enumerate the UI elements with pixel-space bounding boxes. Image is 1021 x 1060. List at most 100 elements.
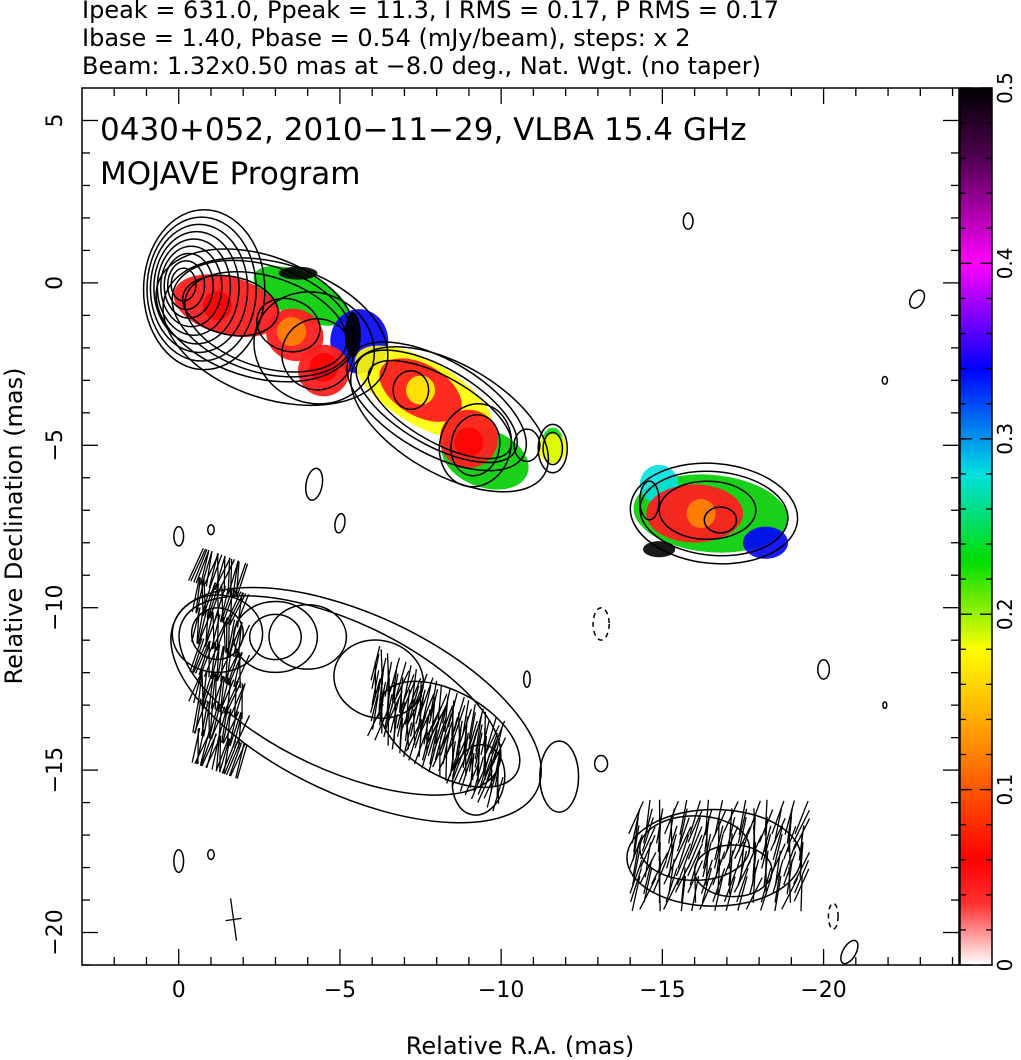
evpa-tick	[212, 613, 215, 649]
evpa-tick	[484, 732, 499, 767]
evpa-tick	[191, 577, 201, 613]
evpa-tick	[229, 593, 247, 626]
evpa-tick	[704, 799, 710, 836]
i-contour	[817, 658, 831, 680]
i-contour	[367, 359, 513, 460]
evpa-tick	[640, 834, 656, 868]
evpa-tick	[413, 730, 428, 765]
evpa-tick	[191, 638, 205, 673]
evpa-tick	[722, 801, 739, 834]
evpa-tick	[380, 649, 384, 685]
i-contour	[392, 369, 430, 411]
i-contour	[537, 423, 569, 474]
i-contour	[840, 939, 859, 965]
evpa-tick	[631, 876, 641, 911]
i-contour	[346, 341, 528, 472]
evpa-tick	[432, 734, 448, 768]
evpa-tick	[459, 708, 472, 743]
evpa-tick	[229, 559, 233, 595]
fractional-pol-region	[277, 317, 307, 347]
colorbar-tick-label: 0.3	[993, 423, 1017, 455]
evpa-tick	[412, 709, 416, 745]
colorbar-gradient	[960, 88, 992, 965]
i-contour	[513, 428, 541, 463]
evpa-tick	[678, 808, 688, 844]
evpa-tick	[783, 825, 797, 860]
evpa-tick	[738, 799, 747, 836]
chart-title: 0430+052, 2010−11−29, VLBA 15.4 GHz	[100, 112, 746, 148]
evpa-tick	[198, 640, 212, 675]
evpa-tick	[737, 876, 748, 911]
evpa-tick	[689, 851, 701, 886]
evpa-tick	[451, 737, 467, 772]
evpa-tick	[670, 816, 673, 853]
core-contour	[166, 260, 206, 311]
evpa-tick	[676, 817, 690, 852]
evpa-tick	[392, 670, 410, 704]
evpa-tick	[475, 716, 482, 752]
x-tick-label: −10	[478, 978, 524, 1003]
y-tick-label: 5	[43, 113, 68, 127]
evpa-tick	[370, 645, 381, 681]
evpa-tick	[794, 800, 809, 835]
fractional-pol-region	[686, 498, 716, 529]
evpa-tick	[193, 549, 208, 583]
evpa-tick	[493, 728, 503, 763]
evpa-tick	[408, 685, 420, 721]
evpa-tick	[202, 582, 216, 617]
x-tick-label: −5	[324, 978, 356, 1003]
evpa-tick	[400, 682, 415, 716]
evpa-tick	[687, 826, 703, 860]
evpa-tick	[216, 644, 220, 681]
evpa-vectors	[187, 547, 811, 912]
evpa-tick	[229, 712, 242, 747]
y-tick-label: −5	[43, 429, 68, 461]
evpa-tick	[631, 808, 641, 844]
evpa-tick	[632, 842, 640, 878]
evpa-tick	[793, 868, 810, 902]
negative-contour	[827, 902, 839, 930]
evpa-tick	[440, 713, 453, 748]
evpa-tick	[223, 617, 227, 653]
evpa-tick	[195, 549, 210, 584]
evpa-tick	[723, 842, 738, 877]
polarized-contour	[248, 613, 302, 661]
evpa-tick	[226, 678, 232, 715]
evpa-tick	[437, 684, 443, 720]
y-tick-label: −15	[43, 747, 68, 793]
evpa-tick	[383, 694, 393, 730]
evpa-tick	[631, 850, 641, 886]
plot-area	[142, 209, 926, 965]
i-contour	[908, 289, 926, 309]
i-contour	[639, 480, 660, 521]
evpa-tick	[665, 868, 678, 903]
evpa-tick	[753, 808, 756, 844]
evpa-tick	[715, 842, 723, 878]
evpa-tick	[422, 685, 432, 721]
evpa-tick	[390, 673, 399, 709]
evpa-tick	[215, 737, 230, 772]
i-contour	[173, 525, 185, 547]
evpa-tick	[800, 875, 803, 912]
evpa-tick	[213, 557, 231, 590]
evpa-tick	[687, 860, 704, 894]
evpa-tick	[432, 693, 448, 727]
evpa-tick	[722, 826, 739, 860]
i-contour	[350, 346, 550, 493]
i-contour	[253, 291, 376, 405]
evpa-tick	[642, 808, 653, 844]
i-contour	[162, 257, 389, 407]
evpa-tick	[474, 724, 483, 760]
evpa-tick	[228, 710, 238, 746]
evpa-tick	[433, 717, 447, 752]
axis-ticks: 0 −5 −10 −15 −20 5 0 −5 −10 −15 −20	[43, 88, 959, 1003]
evpa-tick	[734, 826, 751, 860]
i-contour	[682, 212, 694, 230]
evpa-tick	[770, 843, 786, 877]
evpa-tick	[434, 709, 446, 744]
evpa-tick	[227, 619, 236, 655]
x-axis-label: Relative R.A. (mas)	[406, 1032, 634, 1060]
evpa-tick	[235, 743, 245, 779]
evpa-tick	[632, 825, 640, 861]
evpa-tick	[737, 850, 748, 886]
